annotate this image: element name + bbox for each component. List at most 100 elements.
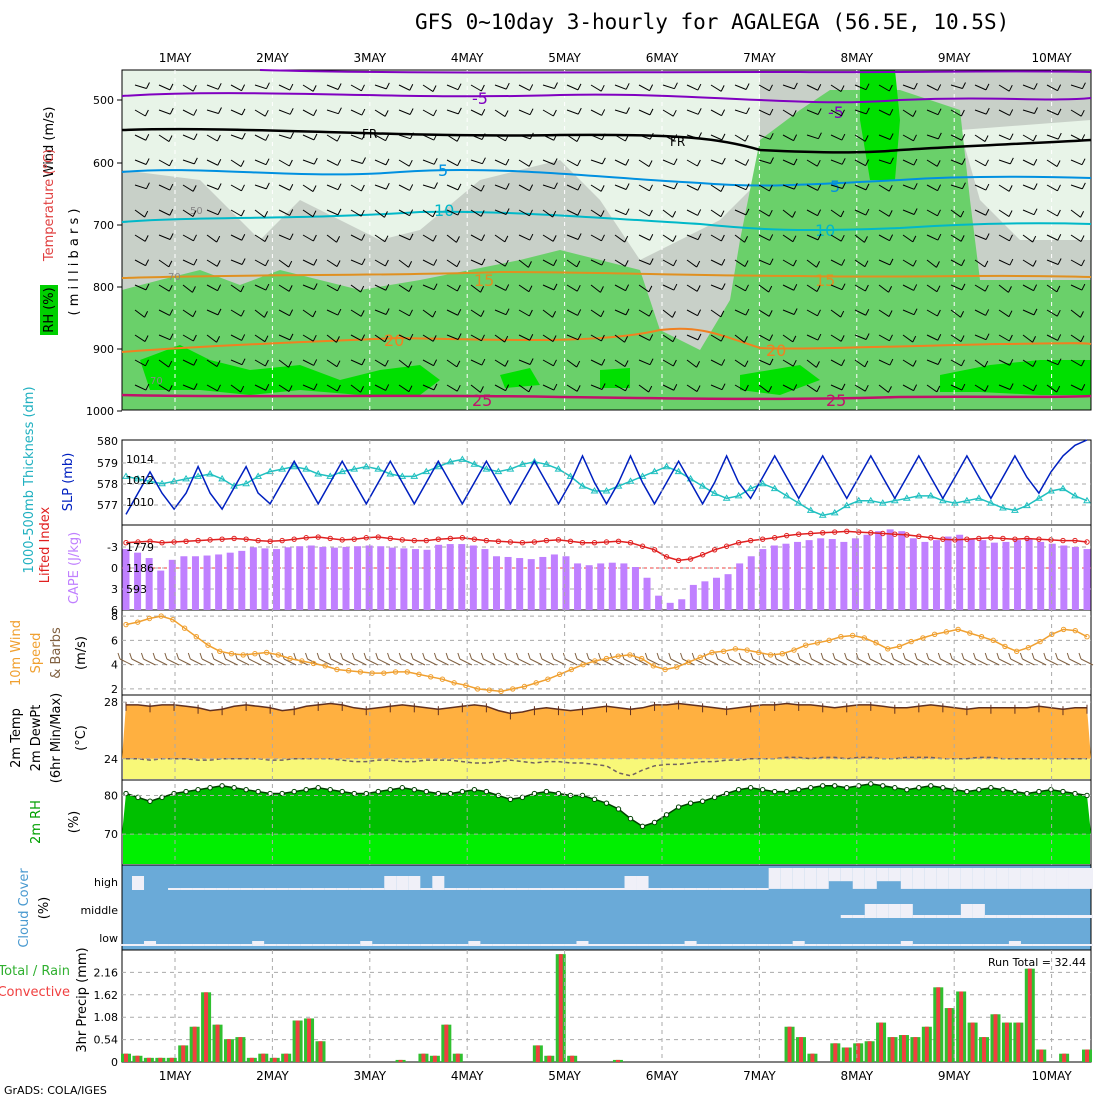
wind-barb-flag <box>745 159 750 166</box>
wind-barb-flag <box>601 359 606 366</box>
wind-barb-flag <box>432 234 437 242</box>
wind-barb <box>1046 84 1058 92</box>
wind-barb-flag <box>961 158 966 165</box>
upper-ytick-label: 900 <box>93 343 114 356</box>
lifted-line-marker <box>255 537 261 544</box>
wind-barb <box>566 259 578 268</box>
wind-barb-flag <box>792 211 796 218</box>
rh2m-line-marker <box>207 785 213 791</box>
wind-barb <box>566 309 578 316</box>
wind-barb <box>854 184 867 191</box>
wind-barb <box>566 109 579 115</box>
precip-convective-bar <box>535 1045 540 1062</box>
cloud-low-bar <box>1032 944 1045 946</box>
date-label-top: 4MAY <box>451 51 484 65</box>
wind-barb <box>1046 384 1058 393</box>
wind-barb-flag <box>480 84 485 92</box>
wind-barb <box>278 84 291 91</box>
cloud-low-bar <box>756 944 769 946</box>
wind-barb <box>446 109 459 115</box>
cloud-low-bar <box>840 944 853 946</box>
wind10-line-marker <box>193 634 200 640</box>
wind10-barb <box>436 658 449 666</box>
cloud-low-bar <box>708 944 721 946</box>
rh2m-line-marker <box>928 783 934 789</box>
wind10-barb-flag <box>445 652 449 660</box>
lifted-ytick: 6 <box>111 604 118 617</box>
wind-barb <box>998 359 1011 366</box>
wind-barb <box>350 84 362 92</box>
cloud-high-bar <box>1020 868 1033 889</box>
wind-barb <box>422 184 435 189</box>
wind-barb <box>158 109 171 115</box>
wind-barb-flag <box>960 235 965 242</box>
wind-barb <box>686 284 698 292</box>
cape-bar <box>134 552 142 610</box>
wind-barb-flag <box>793 284 798 291</box>
wind-barb <box>182 259 195 266</box>
wind-barb-flag <box>360 310 365 317</box>
wind-barb-flag <box>217 208 222 215</box>
contour-freezing <box>121 127 1092 154</box>
wind-barb <box>830 109 842 117</box>
precip-convective-bar <box>1027 968 1032 1062</box>
wind-barb <box>998 84 1010 92</box>
cloud-low-bar <box>660 944 673 946</box>
precip-convective-bar <box>295 1020 300 1062</box>
wind-barb <box>350 259 363 266</box>
cloud-high-bar <box>948 868 961 889</box>
wind-barb-flag <box>168 135 173 142</box>
rh2m-line-marker <box>868 781 874 787</box>
rh2m-line-marker <box>411 786 417 793</box>
wind10-barb-flag <box>387 652 391 660</box>
rh2m-line-marker <box>315 785 321 791</box>
cloud-high-bar <box>168 888 181 890</box>
thickness-line-marker <box>158 479 166 487</box>
rh2m-ytick: 70 <box>104 828 118 841</box>
lifted-ytick: -3 <box>107 541 118 554</box>
wind-barb <box>902 359 914 367</box>
wind-barb-flag <box>649 132 654 140</box>
date-label-bottom: 6MAY <box>646 1069 679 1083</box>
wind-barb-flag <box>793 384 798 391</box>
wind-barb <box>158 309 170 316</box>
wind-barb-flag <box>888 210 893 217</box>
wind-barb-flag <box>912 335 917 343</box>
wind-barb <box>734 259 746 267</box>
slp-frame <box>121 439 1092 526</box>
wind-barb <box>206 359 218 367</box>
rh2m-line-marker <box>147 798 153 804</box>
wind-barb-flag <box>288 260 293 268</box>
cloud-low-bar <box>912 944 925 946</box>
lifted-line-marker <box>892 531 898 537</box>
contour-label-15: 15 <box>474 271 494 290</box>
wind10-barb <box>354 658 367 666</box>
wind-barb-flag <box>1032 260 1037 267</box>
wind-barb <box>830 359 842 367</box>
cloud-high-bar <box>516 888 529 890</box>
wind-barb-flag <box>457 309 462 316</box>
wind-barb <box>398 234 411 241</box>
thickness-line-marker <box>1047 487 1055 494</box>
wind10-frame <box>121 609 1092 696</box>
wind-barb-flag <box>241 234 246 241</box>
wind10-barb-flag <box>738 652 742 660</box>
wind-barb <box>782 134 794 142</box>
wind-barb <box>758 309 770 317</box>
wind-barb-flag <box>480 184 485 192</box>
wind-barb-flag <box>1033 183 1038 190</box>
wind10-barb <box>893 658 906 666</box>
thickness-line-marker <box>434 462 443 470</box>
wind-barb-flag <box>385 158 390 166</box>
wind-barb <box>686 259 698 268</box>
wind-barb <box>374 284 387 291</box>
wind-barb <box>566 234 579 240</box>
wind-barb-flag <box>144 109 149 117</box>
cape-bar <box>1014 540 1022 610</box>
temp2m-ytick: 24 <box>104 753 118 766</box>
wind-barb-flag <box>433 383 438 391</box>
wind-barb-flag <box>169 107 174 115</box>
wind-barb <box>302 359 314 366</box>
wind10-barb <box>1057 658 1070 666</box>
lifted-line-marker <box>747 537 754 544</box>
